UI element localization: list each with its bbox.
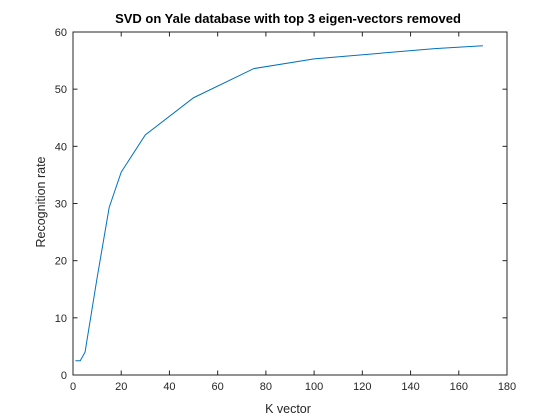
- series-group: [75, 45, 483, 362]
- x-tick-label: 0: [70, 381, 76, 393]
- y-axis-label: Recognition rate: [34, 156, 48, 247]
- x-tick-label: 100: [305, 381, 323, 393]
- x-axis-label: K vector: [265, 402, 311, 416]
- y-tick-label: 20: [55, 256, 67, 268]
- series-line: [75, 45, 483, 362]
- y-tick-label: 50: [55, 84, 67, 96]
- x-tick-label: 160: [450, 381, 468, 393]
- chart-title: SVD on Yale database with top 3 eigen-ve…: [115, 11, 461, 26]
- y-tick-label: 40: [55, 141, 67, 153]
- y-tick-label: 0: [61, 370, 67, 382]
- x-tick-label: 140: [401, 381, 419, 393]
- y-tick-label: 10: [55, 313, 67, 325]
- x-tick-label: 180: [498, 381, 516, 393]
- x-tick-label: 40: [163, 381, 175, 393]
- y-axis-ticks: 0 10 20 30 40 50 60: [55, 27, 507, 382]
- y-tick-label: 60: [55, 27, 67, 39]
- plot-area: [72, 31, 508, 376]
- x-tick-label: 120: [353, 381, 371, 393]
- x-axis-ticks: 0 20 40 60 80 100 120 140 160 180: [70, 32, 516, 393]
- y-tick-label: 30: [55, 199, 67, 211]
- x-tick-label: 60: [212, 381, 224, 393]
- x-tick-label: 80: [260, 381, 272, 393]
- x-tick-label: 20: [115, 381, 127, 393]
